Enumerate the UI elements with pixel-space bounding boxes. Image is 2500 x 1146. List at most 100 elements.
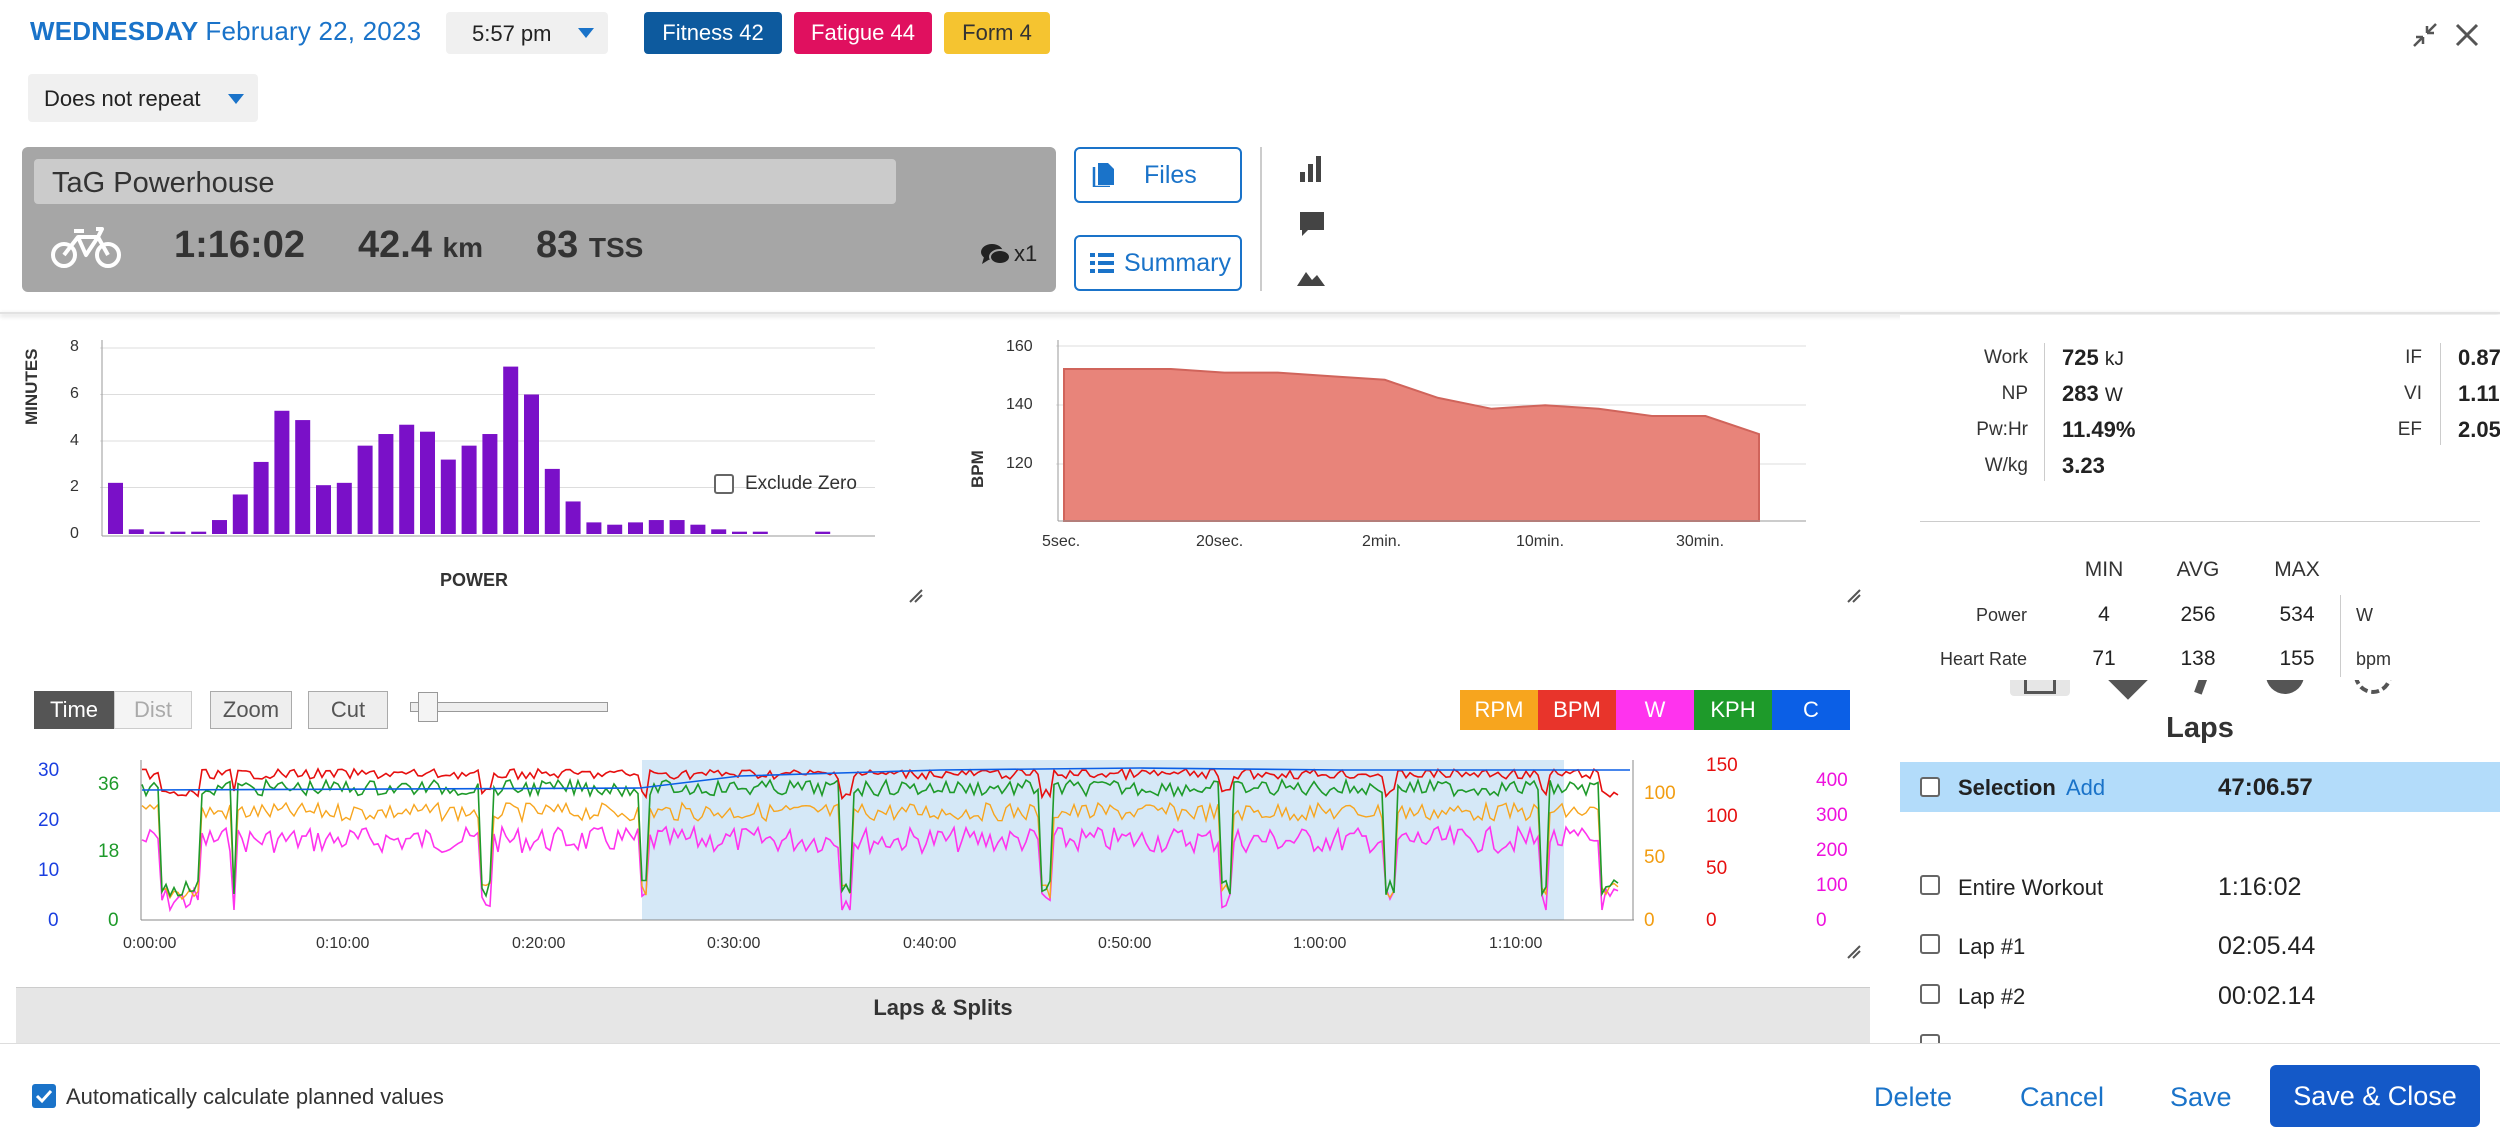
axis-tick-pink: 400 xyxy=(1816,770,1848,791)
lap-checkbox[interactable] xyxy=(1920,875,1940,895)
dist-mode-button[interactable]: Dist xyxy=(114,691,192,729)
delete-button[interactable]: Delete xyxy=(1874,1082,1953,1112)
tss-value: 83 xyxy=(536,224,579,266)
channel-kph[interactable]: KPH xyxy=(1694,690,1772,730)
lap-row-1[interactable]: Lap #1 02:05.44 xyxy=(1900,925,2500,965)
hist-ytick: 0 xyxy=(70,525,79,542)
channel-bpm[interactable]: BPM xyxy=(1538,690,1616,730)
channel-c[interactable]: C xyxy=(1772,690,1850,730)
metric-label: Work xyxy=(1984,347,2028,368)
hist-bar xyxy=(316,485,331,534)
slider-handle[interactable] xyxy=(418,692,438,722)
hist-bar xyxy=(544,468,560,534)
close-icon[interactable] xyxy=(2452,20,2482,50)
time-mode-button[interactable]: Time xyxy=(34,691,114,729)
repeat-select[interactable]: Does not repeat xyxy=(28,74,258,122)
hist-bar xyxy=(295,420,311,534)
minmax-divider xyxy=(2340,595,2341,677)
hist-bar xyxy=(336,482,352,534)
loading-icon[interactable] xyxy=(2354,680,2392,694)
files-button[interactable]: Files xyxy=(1074,147,1242,203)
hist-bar xyxy=(503,366,519,534)
hist-bar xyxy=(524,394,539,534)
lap-time: 02:05.44 xyxy=(2218,932,2316,960)
timeline-xtick: 0:20:00 xyxy=(512,935,566,952)
metric-label: Pw:Hr xyxy=(1976,419,2028,440)
lap-checkbox[interactable] xyxy=(1920,1034,1940,1043)
circle-icon[interactable] xyxy=(2266,680,2304,694)
lap-row-entire[interactable]: Entire Workout 1:16:02 xyxy=(1900,866,2500,906)
hist-bar xyxy=(149,531,165,534)
axis-tick-orange: 0 xyxy=(1644,910,1655,931)
minmax-label: Heart Rate xyxy=(1939,649,2027,669)
elevation-icon[interactable] xyxy=(1296,266,1326,288)
selection-region[interactable] xyxy=(642,760,1564,920)
save-close-button[interactable]: Save & Close xyxy=(2270,1065,2480,1127)
hr-xtick: 2min. xyxy=(1362,533,1402,550)
metrics-divider xyxy=(2044,343,2045,481)
axis-tick-green: 0 xyxy=(108,910,119,931)
lap-checkbox[interactable] xyxy=(1920,984,1940,1004)
channel-w[interactable]: W xyxy=(1616,690,1694,730)
ef-value: 2.05 xyxy=(2458,417,2500,442)
resize-handle-icon[interactable] xyxy=(908,588,924,604)
wkg-value: 3.23 xyxy=(2062,453,2105,478)
time-select[interactable]: 5:57 pm xyxy=(446,12,608,54)
add-lap-link[interactable]: Add xyxy=(2066,775,2106,800)
axis-tick-blue: 0 xyxy=(48,910,59,931)
metrics-divider xyxy=(2440,343,2441,445)
timeline-series xyxy=(142,767,1619,801)
vi-value: 1.11 xyxy=(2458,381,2500,406)
cut-button[interactable]: Cut xyxy=(308,691,388,729)
lap-time: 1:16:02 xyxy=(2218,873,2302,901)
file-icon xyxy=(1092,163,1114,187)
workout-title-field[interactable]: TaG Powerhouse xyxy=(34,159,896,204)
lap-checkbox[interactable] xyxy=(1920,934,1940,954)
exclude-zero-label: Exclude Zero xyxy=(745,473,857,494)
comments-icon[interactable] xyxy=(980,242,1012,268)
pencil-icon[interactable] xyxy=(2194,680,2210,695)
smoothing-slider[interactable] xyxy=(410,702,608,712)
zoom-button[interactable]: Zoom xyxy=(210,691,292,729)
minmax-header: AVG xyxy=(2176,558,2220,581)
lap-row-2[interactable]: Lap #2 00:02.14 xyxy=(1900,975,2500,1015)
summary-button[interactable]: Summary xyxy=(1074,235,1242,291)
pin-icon[interactable] xyxy=(2108,680,2148,700)
hist-bar xyxy=(752,531,768,534)
exclude-zero-checkbox[interactable] xyxy=(714,474,734,494)
selection-time: 47:06.57 xyxy=(2218,774,2313,801)
hist-bar xyxy=(607,524,623,534)
hist-bar xyxy=(628,522,643,534)
lap-label: Entire Workout xyxy=(1958,875,2104,900)
hist-bar xyxy=(565,501,581,534)
save-button[interactable]: Save xyxy=(2170,1082,2232,1112)
bar-chart-icon[interactable] xyxy=(1298,154,1324,184)
power-histogram xyxy=(100,340,875,537)
workout-title: TaG Powerhouse xyxy=(52,167,275,199)
collapse-icon[interactable] xyxy=(2410,20,2440,50)
axis-tick-red: 150 xyxy=(1706,755,1738,776)
comments-count: x1 xyxy=(1014,241,1038,266)
timeline-chart[interactable] xyxy=(140,760,1634,922)
fitness-badge: Fitness 42 xyxy=(644,12,782,54)
cancel-button[interactable]: Cancel xyxy=(2020,1082,2105,1112)
laps-splits-header[interactable]: Laps & Splits xyxy=(16,987,1870,1044)
hist-bar xyxy=(191,531,207,534)
np-unit: W xyxy=(2104,385,2123,406)
hist-bar xyxy=(108,482,123,534)
selection-row[interactable]: Selection Add 47:06.57 xyxy=(1900,762,2500,812)
hist-ytick: 8 xyxy=(70,338,79,355)
laps-splits-title: Laps & Splits xyxy=(873,995,1013,1020)
selection-checkbox[interactable] xyxy=(1920,777,1940,797)
divider xyxy=(1260,147,1262,291)
hr-xtick: 20sec. xyxy=(1196,533,1244,550)
resize-handle-icon[interactable] xyxy=(1846,944,1862,960)
resize-handle-icon[interactable] xyxy=(1846,588,1862,604)
selection-label: Selection xyxy=(1958,775,2056,800)
comment-icon[interactable] xyxy=(1298,210,1326,238)
lap-label: Lap #2 xyxy=(1958,984,2026,1009)
lap-label: Lap #1 xyxy=(1958,934,2026,959)
workout-card: TaG Powerhouse 1:16:02 42.4 km 83 TSS x1 xyxy=(22,147,1056,292)
auto-calc-checkbox[interactable] xyxy=(32,1084,56,1108)
channel-rpm[interactable]: RPM xyxy=(1460,690,1538,730)
